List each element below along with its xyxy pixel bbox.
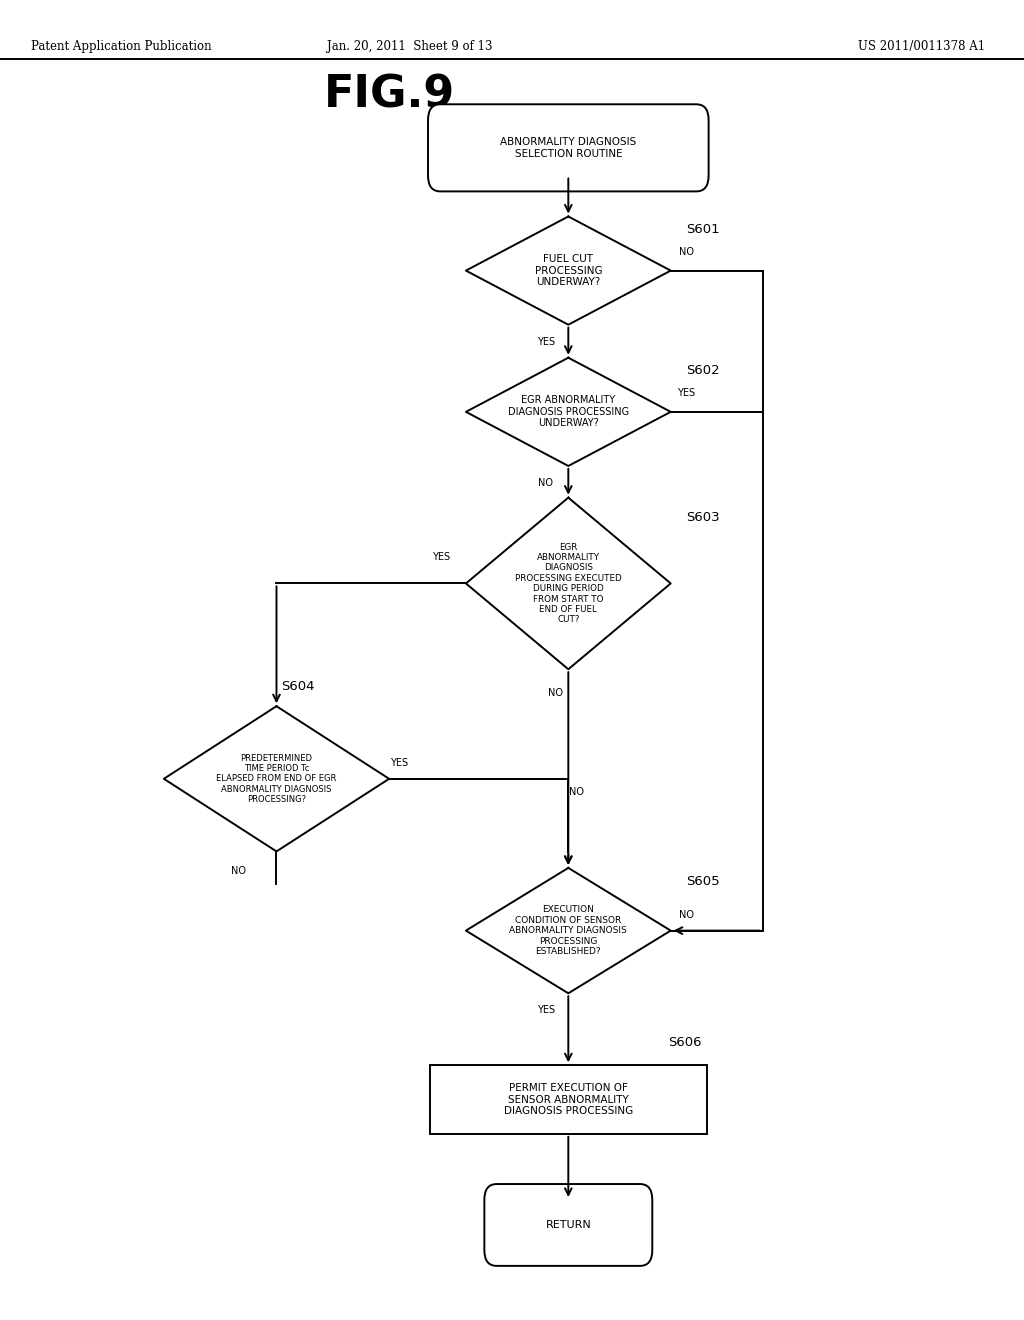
Text: YES: YES — [677, 388, 695, 399]
FancyBboxPatch shape — [428, 104, 709, 191]
Text: S606: S606 — [668, 1036, 701, 1049]
Polygon shape — [164, 706, 389, 851]
FancyBboxPatch shape — [484, 1184, 652, 1266]
Text: NO: NO — [679, 247, 693, 257]
Polygon shape — [466, 358, 671, 466]
Text: YES: YES — [390, 758, 409, 768]
Text: S605: S605 — [686, 875, 720, 887]
Text: NO: NO — [569, 787, 584, 797]
Text: S602: S602 — [686, 364, 720, 378]
Text: ABNORMALITY DIAGNOSIS
SELECTION ROUTINE: ABNORMALITY DIAGNOSIS SELECTION ROUTINE — [500, 137, 637, 158]
Text: NO: NO — [548, 688, 563, 698]
Polygon shape — [466, 498, 671, 669]
Text: YES: YES — [537, 337, 555, 347]
Text: EGR ABNORMALITY
DIAGNOSIS PROCESSING
UNDERWAY?: EGR ABNORMALITY DIAGNOSIS PROCESSING UND… — [508, 395, 629, 429]
Text: S604: S604 — [282, 680, 315, 693]
Text: FIG.9: FIG.9 — [324, 74, 455, 116]
Text: Patent Application Publication: Patent Application Publication — [31, 40, 211, 53]
Text: US 2011/0011378 A1: US 2011/0011378 A1 — [858, 40, 985, 53]
Text: FUEL CUT
PROCESSING
UNDERWAY?: FUEL CUT PROCESSING UNDERWAY? — [535, 253, 602, 288]
Polygon shape — [466, 216, 671, 325]
Text: EXECUTION
CONDITION OF SENSOR
ABNORMALITY DIAGNOSIS
PROCESSING
ESTABLISHED?: EXECUTION CONDITION OF SENSOR ABNORMALIT… — [510, 906, 627, 956]
Text: PREDETERMINED
TIME PERIOD Tc
ELAPSED FROM END OF EGR
ABNORMALITY DIAGNOSIS
PROCE: PREDETERMINED TIME PERIOD Tc ELAPSED FRO… — [216, 754, 337, 804]
Bar — [430, 1065, 707, 1134]
Polygon shape — [466, 869, 671, 993]
Text: S601: S601 — [686, 223, 720, 236]
Text: PERMIT EXECUTION OF
SENSOR ABNORMALITY
DIAGNOSIS PROCESSING: PERMIT EXECUTION OF SENSOR ABNORMALITY D… — [504, 1082, 633, 1117]
Text: NO: NO — [230, 866, 246, 876]
Text: YES: YES — [537, 1006, 555, 1015]
Text: NO: NO — [539, 478, 553, 488]
Text: Jan. 20, 2011  Sheet 9 of 13: Jan. 20, 2011 Sheet 9 of 13 — [327, 40, 493, 53]
Text: EGR
ABNORMALITY
DIAGNOSIS
PROCESSING EXECUTED
DURING PERIOD
FROM START TO
END OF: EGR ABNORMALITY DIAGNOSIS PROCESSING EXE… — [515, 543, 622, 624]
Text: RETURN: RETURN — [546, 1220, 591, 1230]
Text: NO: NO — [679, 909, 693, 920]
Text: YES: YES — [432, 552, 451, 562]
Text: S603: S603 — [686, 511, 720, 524]
